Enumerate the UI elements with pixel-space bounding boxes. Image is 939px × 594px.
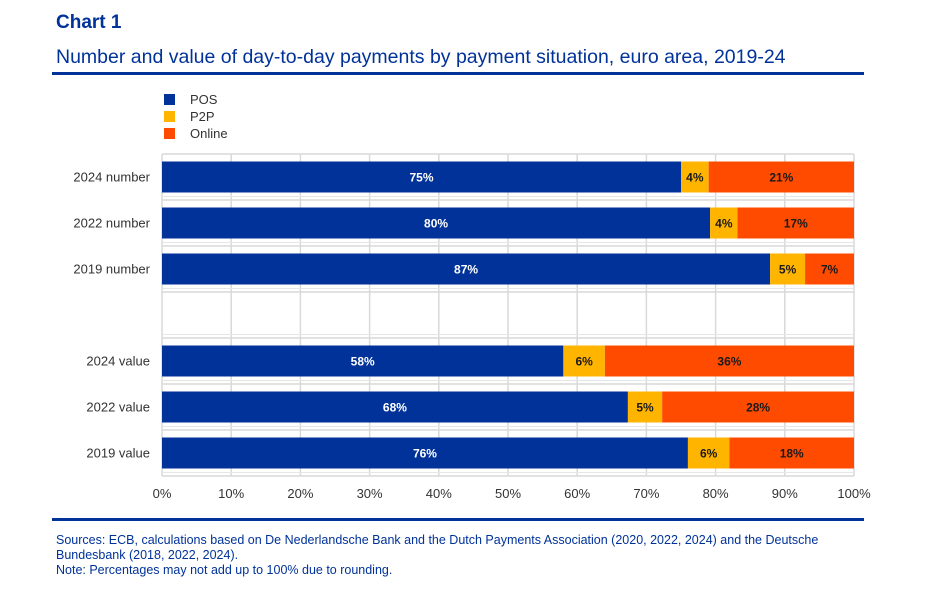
bar-segment-p2p: [710, 207, 738, 239]
bar-segment-online: [662, 391, 854, 423]
y-tick-label: 2024 number: [73, 170, 150, 185]
legend-item-pos: POS: [164, 91, 228, 108]
bar-segment-online: [604, 345, 854, 377]
x-axis-labels: 0% 10% 20% 30% 40% 50% 60% 70% 80% 90% 100%: [153, 486, 871, 501]
data-label: 76%: [413, 447, 437, 461]
legend-swatch-pos: [164, 94, 175, 105]
x-tick-label: 80%: [703, 486, 729, 501]
data-label: 21%: [769, 171, 793, 185]
data-label: 7%: [821, 263, 839, 277]
bar-segment-p2p: [687, 437, 730, 469]
footer: Sources: ECB, calculations based on De N…: [56, 533, 876, 578]
data-label: 28%: [746, 401, 770, 415]
legend: POS P2P Online: [164, 91, 228, 142]
footer-rule: [52, 518, 864, 521]
bar-segment-p2p: [770, 253, 806, 285]
bar-segment-p2p: [563, 345, 605, 377]
bar-segment-pos: [162, 345, 564, 377]
legend-item-online: Online: [164, 125, 228, 142]
x-tick-label: 50%: [495, 486, 521, 501]
bar-segment-online: [805, 253, 854, 285]
data-label: 4%: [715, 217, 733, 231]
x-tick-label: 30%: [357, 486, 383, 501]
y-tick-label: 2024 value: [86, 354, 150, 369]
legend-swatch-p2p: [164, 111, 175, 122]
bar-segment-online: [729, 437, 854, 469]
legend-item-p2p: P2P: [164, 108, 228, 125]
data-label: 4%: [686, 171, 704, 185]
x-tick-label: 90%: [772, 486, 798, 501]
x-tick-label: 70%: [633, 486, 659, 501]
bar-segment-p2p: [681, 161, 709, 193]
data-label: 68%: [383, 401, 407, 415]
bars: 75% 4% 21% 80% 4% 17% 87% 5% 7% 58% 6% 36% 68% 5% 28% 7…: [162, 161, 854, 469]
data-label: 6%: [700, 447, 718, 461]
bar-segment-pos: [162, 207, 711, 239]
data-label: 36%: [717, 355, 741, 369]
bar-segment-online: [708, 161, 854, 193]
data-label: 17%: [784, 217, 808, 231]
y-tick-label: 2022 number: [73, 216, 150, 231]
sources-text: Sources: ECB, calculations based on De N…: [56, 533, 819, 562]
bar-segment-online: [737, 207, 854, 239]
bar-segment-pos: [162, 253, 771, 285]
data-label: 5%: [636, 401, 654, 415]
legend-label-online: Online: [190, 126, 228, 141]
chart-number: Chart 1: [56, 12, 122, 33]
legend-label-pos: POS: [190, 92, 218, 107]
legend-label-p2p: P2P: [190, 109, 215, 124]
x-tick-label: 10%: [218, 486, 244, 501]
header-rule: [52, 72, 864, 75]
bar-segment-p2p: [627, 391, 663, 423]
bar-segment-pos: [162, 161, 681, 193]
data-label: 80%: [424, 217, 448, 231]
y-axis-labels: 2024 number 2022 number 2019 number 2024 va…: [73, 170, 150, 461]
x-tick-label: 0%: [153, 486, 172, 501]
bar-segment-pos: [162, 437, 688, 469]
x-tick-label: 100%: [837, 486, 871, 501]
x-tick-label: 20%: [287, 486, 313, 501]
data-label: 87%: [454, 263, 478, 277]
data-label: 6%: [575, 355, 593, 369]
data-label: 18%: [780, 447, 804, 461]
data-label: 5%: [779, 263, 797, 277]
y-tick-label: 2019 number: [73, 262, 150, 277]
legend-swatch-online: [164, 128, 175, 139]
y-tick-label: 2019 value: [86, 446, 150, 461]
note-text: Note: Percentages may not add up to 100%…: [56, 563, 393, 577]
data-label: 75%: [409, 171, 433, 185]
bar-segment-pos: [162, 391, 628, 423]
grid: [161, 153, 855, 477]
chart-title: Number and value of day-to-day payments …: [56, 46, 786, 68]
x-tick-label: 40%: [426, 486, 452, 501]
x-tick-label: 60%: [564, 486, 590, 501]
y-tick-label: 2022 value: [86, 400, 150, 415]
data-label: 58%: [351, 355, 375, 369]
